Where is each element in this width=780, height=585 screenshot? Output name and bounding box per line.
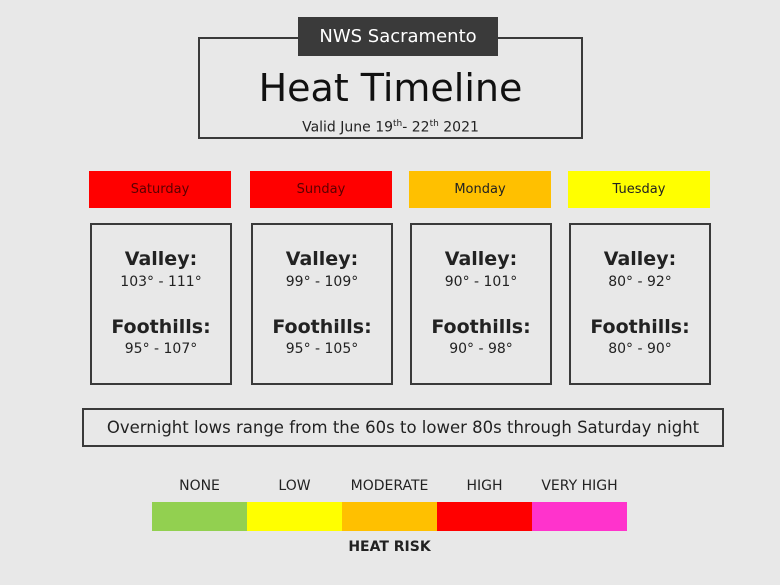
legend-label: HIGH (466, 478, 503, 494)
legend-swatch (342, 502, 437, 531)
foothills-range: 90° - 98° (449, 341, 513, 357)
valley-label: Valley: (124, 248, 198, 270)
legend-swatch (247, 502, 342, 531)
day-header: Tuesday (568, 171, 710, 208)
valid-sup: th (393, 119, 403, 129)
day-header: Sunday (250, 171, 392, 208)
valley-range: 80° - 92° (608, 274, 672, 290)
foothills-label: Foothills: (111, 316, 211, 338)
legend-swatch (532, 502, 627, 531)
day-box: Valley: 99° - 109° Foothills: 95° - 105° (251, 223, 393, 385)
valley-range: 90° - 101° (444, 274, 518, 290)
note-box: Overnight lows range from the 60s to low… (82, 408, 724, 447)
day-header: Monday (409, 171, 551, 208)
valley-range: 103° - 111° (120, 274, 202, 290)
valley-label: Valley: (285, 248, 359, 270)
title: Heat Timeline (258, 66, 523, 110)
org-tab: NWS Sacramento (298, 17, 498, 56)
legend-label: MODERATE (350, 478, 429, 494)
legend-swatch (152, 502, 247, 531)
foothills-range: 95° - 107° (124, 341, 198, 357)
foothills-range: 95° - 105° (285, 341, 359, 357)
valid-sup: th (429, 119, 439, 129)
legend-label: NONE (179, 478, 220, 494)
day-box: Valley: 80° - 92° Foothills: 80° - 90° (569, 223, 711, 385)
legend-label: LOW (278, 478, 311, 494)
valid-text: - 22 (402, 119, 430, 136)
foothills-label: Foothills: (590, 316, 690, 338)
foothills-label: Foothills: (272, 316, 372, 338)
foothills-label: Foothills: (431, 316, 531, 338)
legend-swatch (437, 502, 532, 531)
valid-text: Valid June 19 (302, 119, 394, 136)
note: Overnight lows range from the 60s to low… (106, 418, 700, 437)
valid-text: 2021 (438, 119, 479, 136)
valley-range: 99° - 109° (285, 274, 359, 290)
valid-dates: Valid June 19th- 22th 2021 (198, 114, 583, 138)
valley-label: Valley: (603, 248, 677, 270)
legend-title: HEAT RISK (348, 539, 431, 555)
day-box: Valley: 103° - 111° Foothills: 95° - 107° (90, 223, 232, 385)
org: NWS Sacramento (319, 26, 477, 47)
foothills-range: 80° - 90° (608, 341, 672, 357)
day-header: Saturday (89, 171, 231, 208)
valley-label: Valley: (444, 248, 518, 270)
day-box: Valley: 90° - 101° Foothills: 90° - 98° (410, 223, 552, 385)
legend-label: VERY HIGH (541, 478, 618, 494)
